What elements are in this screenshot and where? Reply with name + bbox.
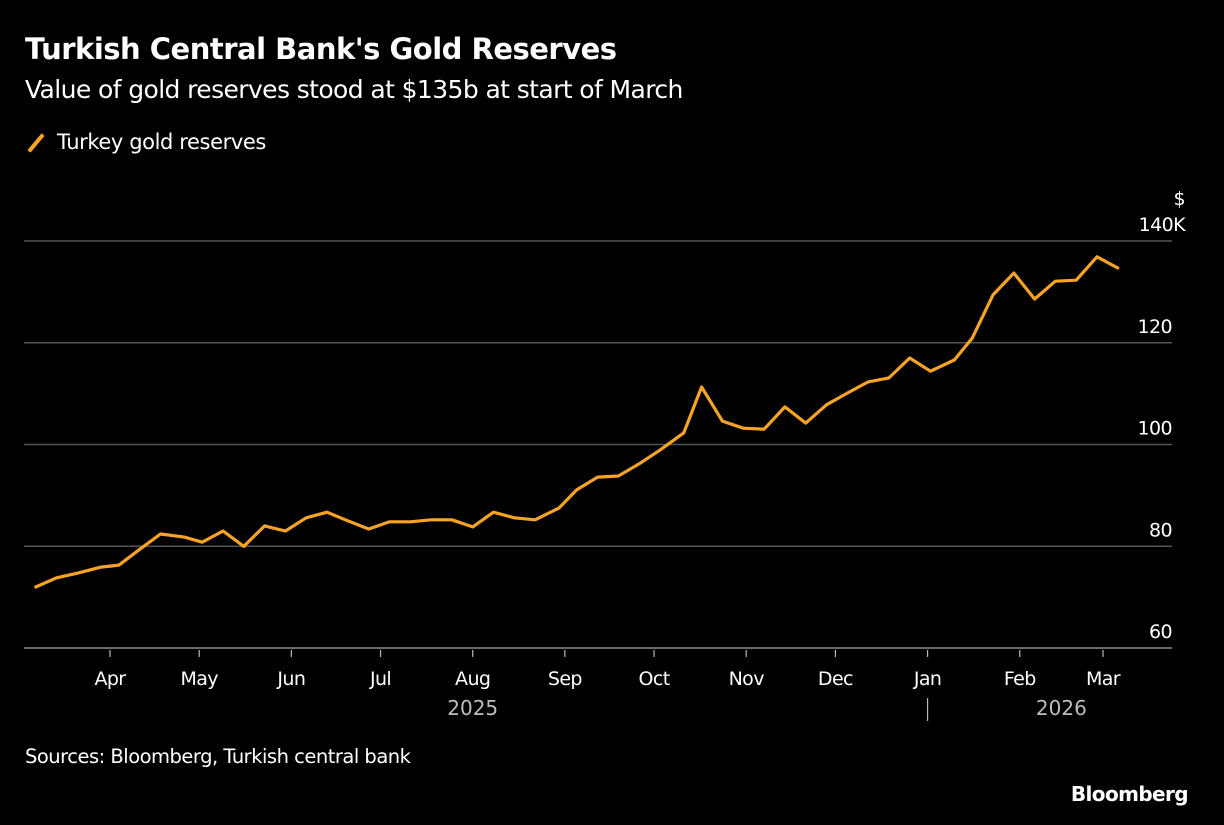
x-tick-label: Dec bbox=[818, 668, 853, 690]
x-tick-label: Jan bbox=[913, 668, 942, 690]
source-note: Sources: Bloomberg, Turkish central bank bbox=[25, 745, 411, 768]
y-axis-unit-label: $ bbox=[1174, 188, 1186, 210]
x-tick-label: Apr bbox=[94, 668, 126, 690]
y-tick-label: 60 bbox=[1149, 621, 1172, 643]
x-tick-label: Feb bbox=[1004, 668, 1036, 690]
bloomberg-logo: Bloomberg bbox=[1070, 782, 1189, 806]
chart-subtitle: Value of gold reserves stood at $135b at… bbox=[25, 75, 683, 104]
x-tick-label: Jul bbox=[369, 668, 391, 690]
y-tick-label: 100 bbox=[1138, 418, 1172, 440]
y-tick-label: 140K bbox=[1139, 214, 1186, 236]
x-tick-label: Aug bbox=[455, 668, 490, 690]
x-tick-label: Oct bbox=[639, 668, 670, 690]
legend: Turkey gold reserves bbox=[25, 130, 266, 154]
x-tick-label: Mar bbox=[1086, 668, 1121, 690]
x-year-label: 2026 bbox=[1036, 696, 1087, 720]
legend-label: Turkey gold reserves bbox=[57, 130, 266, 154]
x-tick-label: Nov bbox=[729, 668, 765, 690]
series-line-turkey-gold-reserves bbox=[34, 255, 1120, 589]
chart-title: Turkish Central Bank's Gold Reserves bbox=[25, 32, 617, 66]
x-year-label: 2025 bbox=[447, 696, 498, 720]
y-tick-label: 80 bbox=[1149, 519, 1172, 541]
x-tick-label: May bbox=[180, 668, 218, 690]
x-tick-label: Jun bbox=[276, 668, 305, 690]
x-tick-label: Sep bbox=[548, 668, 583, 690]
y-tick-label: 120 bbox=[1138, 316, 1172, 338]
